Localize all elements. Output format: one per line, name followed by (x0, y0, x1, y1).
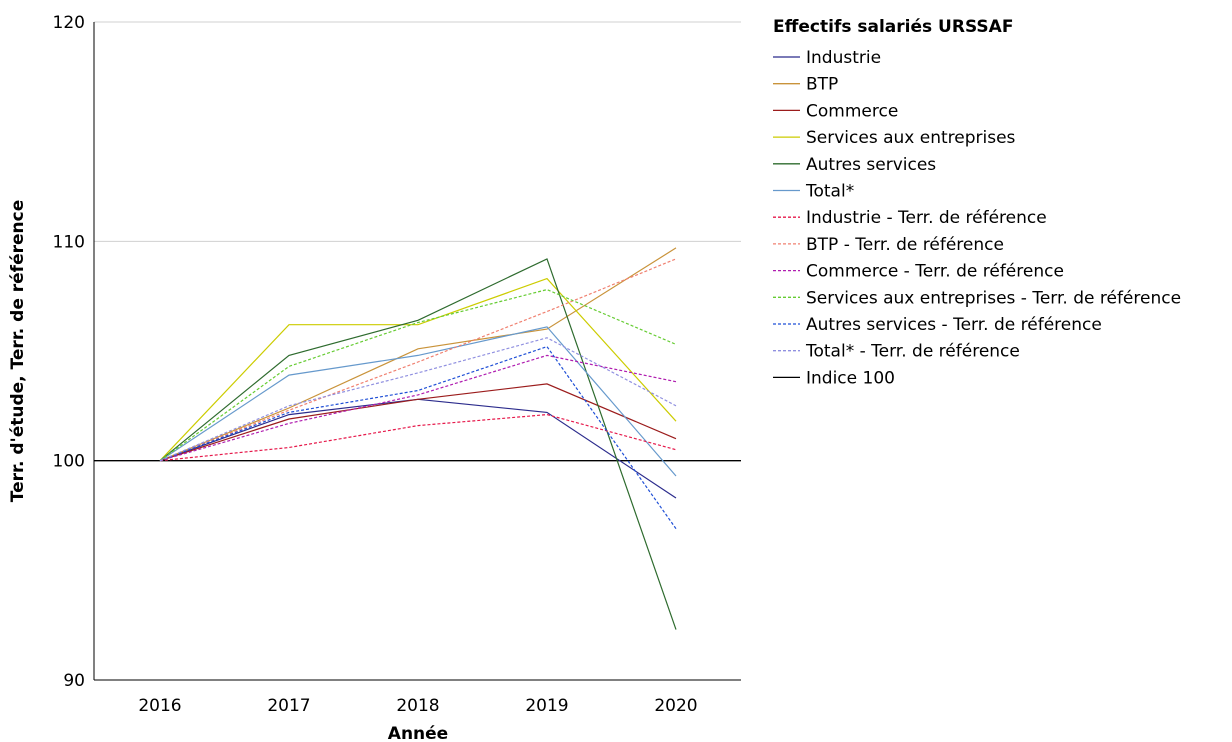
legend-item: BTP - Terr. de référence (773, 235, 1004, 255)
legend-item: Services aux entreprises (773, 128, 1016, 148)
legend-item: Total* (773, 182, 854, 202)
legend-item: Indice 100 (773, 368, 895, 388)
legend-label: Commerce (806, 101, 898, 121)
series-line-btp (159, 247, 677, 462)
series-line-industrie-terr-de-r-f-rence (159, 413, 677, 462)
legend-label: Services aux entreprises (806, 128, 1016, 148)
legend-title: Effectifs salariés URSSAF (773, 17, 1013, 37)
gridlines (94, 21, 741, 242)
series-line-industrie (159, 398, 677, 499)
series-line-commerce (159, 383, 677, 462)
legend-label: BTP (806, 75, 838, 95)
legend-item: BTP (773, 75, 838, 95)
x-axis-title: Année (388, 724, 448, 742)
series-line-autres-services (159, 258, 677, 630)
y-tick-label: 90 (63, 671, 85, 691)
x-tick-labels: 2016 2017 2018 2019 2020 (138, 696, 697, 716)
series-line-btp-terr-de-r-f-rence (159, 258, 677, 462)
legend-item: Industrie (773, 48, 881, 68)
legend: Effectifs salariés URSSAF Industrie BTP Co… (773, 17, 1181, 388)
series-line-autres-services-terr-de-r-f-rence (159, 345, 677, 530)
series-line-total (159, 326, 677, 477)
y-tick-label: 100 (53, 452, 85, 472)
legend-label: Indice 100 (806, 368, 895, 388)
legend-item: Services aux entreprises - Terr. de réfé… (773, 288, 1181, 308)
x-tick-label: 2017 (267, 696, 310, 716)
x-tick-label: 2019 (525, 696, 568, 716)
series-line-total-terr-de-r-f-rence (159, 337, 677, 462)
series-line-services-aux-entreprises-terr-de-r-f-rence (159, 288, 677, 462)
legend-label: Total* (805, 182, 854, 202)
y-axis-title: Terr. d'étude, Terr. de référence (8, 200, 28, 502)
legend-item: Total* - Terr. de référence (773, 342, 1020, 362)
legend-label: Commerce - Terr. de référence (806, 262, 1064, 282)
x-tick-label: 2016 (138, 696, 181, 716)
legend-item: Industrie - Terr. de référence (773, 208, 1047, 228)
legend-label: Services aux entreprises - Terr. de réfé… (806, 288, 1181, 308)
series-lines (159, 247, 677, 630)
legend-item: Commerce (773, 101, 898, 121)
legend-item: Autres services (773, 155, 936, 175)
series-line-commerce-terr-de-r-f-rence (159, 354, 677, 462)
legend-label: Autres services (806, 155, 936, 175)
legend-label: Total* - Terr. de référence (805, 342, 1020, 362)
series-line-services-aux-entreprises (159, 277, 677, 462)
legend-label: Industrie (806, 48, 881, 68)
x-tick-label: 2018 (396, 696, 439, 716)
x-tick-label: 2020 (654, 696, 697, 716)
legend-item: Commerce - Terr. de référence (773, 262, 1064, 282)
y-tick-labels: 90 100 110 120 (53, 13, 85, 691)
axes (93, 22, 741, 681)
legend-label: BTP - Terr. de référence (806, 235, 1004, 255)
y-tick-label: 110 (53, 232, 85, 252)
legend-label: Industrie - Terr. de référence (806, 208, 1047, 228)
legend-item: Autres services - Terr. de référence (773, 315, 1102, 335)
legend-label: Autres services - Terr. de référence (806, 315, 1102, 335)
y-tick-label: 120 (53, 13, 85, 33)
